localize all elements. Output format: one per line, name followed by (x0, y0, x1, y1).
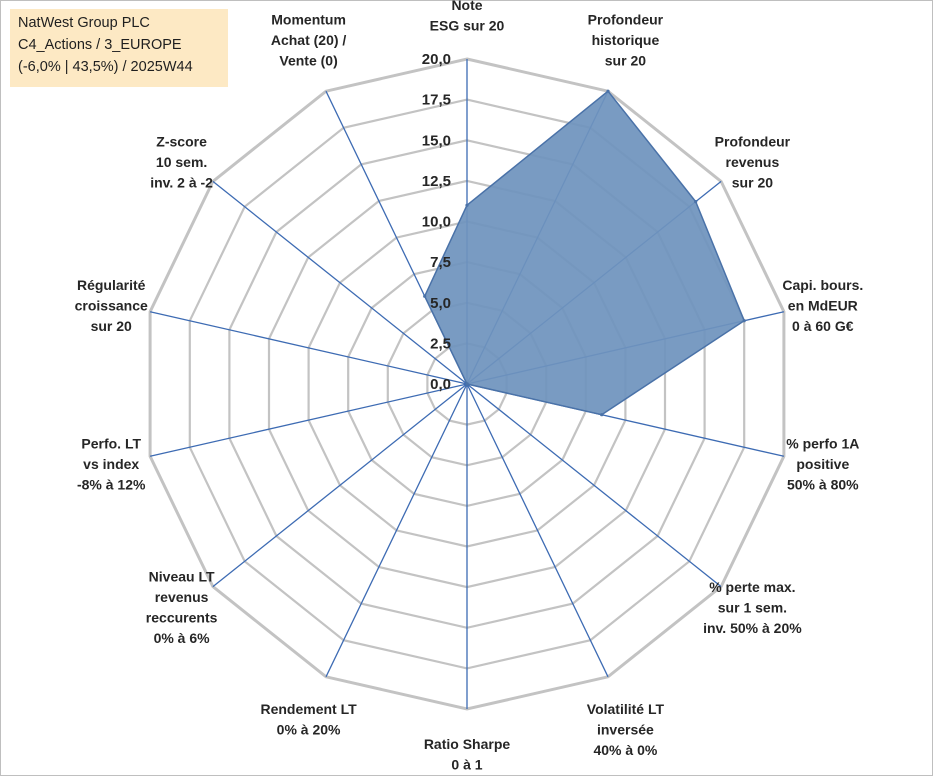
axis-label-4-line-0: % perfo 1A (786, 436, 859, 452)
axis-labels: Note ESG sur 20 Profondeur historique sur 20… (75, 0, 864, 773)
axis-label-0-line-0: Note (451, 0, 482, 13)
axis-label-8-line-0: Rendement LT (260, 701, 357, 717)
tick-label-3: 7,5 (430, 254, 451, 271)
axis-label-9-line-2: reccurents (146, 610, 218, 626)
axis-label-9-line-1: revenus (155, 589, 209, 605)
spoke-8 (325, 383, 468, 678)
series-area-0 (423, 90, 746, 416)
axis-label-7: Ratio Sharpe 0 à 1 (424, 736, 511, 773)
axis-label-2-line-0: Profondeur (715, 134, 791, 150)
tick-label-2: 5,0 (430, 295, 451, 312)
data-point-12 (465, 382, 469, 386)
radar-series (423, 89, 746, 417)
spoke-11 (149, 311, 468, 385)
axis-label-3-line-2: 0 à 60 G€ (792, 318, 854, 334)
title-line-company: NatWest Group PLC (18, 15, 150, 31)
axis-label-1: Profondeur historique sur 20 (588, 12, 664, 69)
axis-label-6-line-0: Volatilité LT (587, 701, 665, 717)
axis-label-4-line-1: positive (796, 456, 849, 472)
axis-label-11-line-2: sur 20 (91, 318, 132, 334)
axis-label-13-line-0: Momentum (271, 12, 346, 28)
axis-label-4: % perfo 1A positive 50% à 80% (786, 436, 859, 493)
axis-label-10-line-2: -8% à 12% (77, 477, 146, 493)
axis-label-12-line-1: 10 sem. (156, 154, 207, 170)
spoke-12 (212, 180, 468, 385)
axis-label-3-line-0: Capi. bours. (782, 277, 863, 293)
axis-label-13-line-2: Vente (0) (279, 53, 337, 69)
axis-label-0: Note ESG sur 20 (430, 0, 505, 34)
radial-tick-labels: 0,0 2,5 5,0 7,5 10,0 12,5 15,0 17,5 20,0 (422, 51, 451, 393)
axis-label-2-line-1: revenus (726, 154, 780, 170)
axis-label-5-line-1: sur 1 sem. (718, 599, 787, 615)
axis-label-4-line-2: 50% à 80% (787, 477, 859, 493)
axis-label-6-line-1: inversée (597, 721, 654, 737)
title-box: NatWest Group PLC C4_Actions / 3_EUROPE … (10, 9, 228, 87)
spoke-5 (466, 383, 722, 588)
axis-label-12-line-0: Z-score (156, 134, 207, 150)
axis-label-2: Profondeur revenus sur 20 (715, 134, 791, 191)
axis-label-1-line-2: sur 20 (605, 53, 646, 69)
axis-label-5: % perte max. sur 1 sem. inv. 50% à 20% (703, 579, 802, 636)
axis-label-11: Régularité croissance sur 20 (75, 277, 148, 334)
spoke-9 (212, 383, 468, 588)
data-point-4 (600, 413, 604, 417)
spoke-10 (149, 383, 468, 457)
tick-label-6: 15,0 (422, 132, 451, 149)
axis-label-11-line-0: Régularité (77, 277, 146, 293)
title-line-stats: (-6,0% | 43,5%) / 2025W44 (18, 59, 193, 75)
tick-label-0: 0,0 (430, 376, 451, 393)
tick-label-1: 2,5 (430, 335, 451, 352)
axis-label-10-line-0: Perfo. LT (81, 436, 141, 452)
data-point-1 (606, 89, 610, 93)
axis-label-5-line-2: inv. 50% à 20% (703, 620, 802, 636)
axis-label-8: Rendement LT 0% à 20% (260, 701, 357, 738)
axis-label-12: Z-score 10 sem. inv. 2 à -2 (150, 134, 213, 191)
axis-label-7-line-0: Ratio Sharpe (424, 736, 511, 752)
axis-label-1-line-1: historique (592, 32, 660, 48)
axis-label-9-line-0: Niveau LT (149, 569, 215, 585)
axis-label-10-line-1: vs index (83, 456, 139, 472)
axis-label-6-line-2: 40% à 0% (593, 742, 657, 758)
axis-label-11-line-1: croissance (75, 297, 148, 313)
data-point-13 (423, 294, 427, 298)
tick-label-7: 17,5 (422, 92, 451, 109)
axis-label-0-line-1: ESG sur 20 (430, 18, 505, 34)
title-line-category: C4_Actions / 3_EUROPE (18, 37, 182, 53)
axis-label-7-line-1: 0 à 1 (451, 757, 482, 773)
data-point-3 (742, 319, 746, 323)
axis-label-9-line-3: 0% à 6% (154, 630, 211, 646)
data-point-2 (694, 200, 698, 204)
axis-label-9: Niveau LT revenus reccurents 0% à 6% (146, 569, 218, 647)
axis-label-8-line-1: 0% à 20% (277, 721, 341, 737)
axis-label-5-line-0: % perte max. (709, 579, 795, 595)
axis-label-13: Momentum Achat (20) / Vente (0) (271, 12, 347, 69)
axis-label-6: Volatilité LT inversée 40% à 0% (587, 701, 665, 758)
tick-label-8: 20,0 (422, 51, 451, 68)
spoke-6 (466, 383, 609, 678)
tick-label-5: 12,5 (422, 173, 451, 190)
axis-label-1-line-0: Profondeur (588, 12, 664, 28)
axis-label-3: Capi. bours. en MdEUR 0 à 60 G€ (782, 277, 863, 334)
axis-label-13-line-1: Achat (20) / (271, 32, 347, 48)
axis-label-12-line-2: inv. 2 à -2 (150, 175, 213, 191)
tick-label-4: 10,0 (422, 214, 451, 231)
axis-label-2-line-2: sur 20 (732, 175, 773, 191)
data-point-0 (465, 203, 469, 207)
axis-label-10: Perfo. LT vs index -8% à 12% (77, 436, 146, 493)
axis-label-3-line-1: en MdEUR (788, 297, 858, 313)
